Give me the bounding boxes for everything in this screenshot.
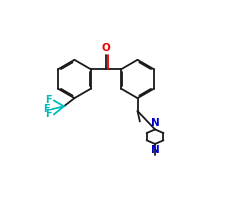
Text: N: N xyxy=(151,118,160,128)
Text: F: F xyxy=(45,109,52,119)
Text: N: N xyxy=(151,145,160,155)
Text: F: F xyxy=(43,104,50,114)
Text: O: O xyxy=(102,43,110,53)
Text: F: F xyxy=(45,95,52,105)
